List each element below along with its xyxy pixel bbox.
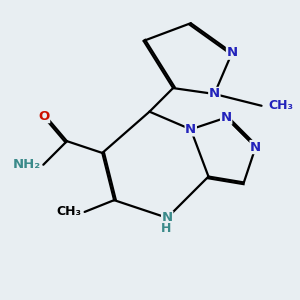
Text: N: N — [220, 111, 232, 124]
Text: N: N — [162, 211, 173, 224]
Text: NH₂: NH₂ — [12, 158, 40, 171]
Text: CH₃: CH₃ — [57, 206, 82, 218]
Text: N: N — [250, 141, 261, 154]
Text: N: N — [226, 46, 238, 59]
Text: N: N — [185, 123, 196, 136]
Text: N: N — [209, 88, 220, 100]
Text: O: O — [38, 110, 50, 123]
Text: H: H — [160, 222, 171, 235]
Text: CH₃: CH₃ — [269, 99, 294, 112]
